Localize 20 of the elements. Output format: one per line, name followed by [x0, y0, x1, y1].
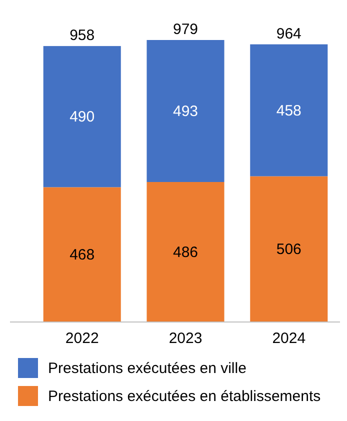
x-tick-label: 2022 — [65, 330, 99, 347]
data-label: 506 — [276, 241, 302, 258]
bar — [146, 40, 224, 182]
data-label: 486 — [172, 244, 198, 262]
data-label: 458 — [276, 102, 302, 120]
bar — [43, 187, 121, 322]
bar — [250, 44, 328, 176]
bar — [146, 182, 224, 322]
legend-label: Prestations exécutées en établissements — [48, 388, 321, 405]
data-label: 468 — [70, 246, 95, 264]
x-tick-label: 2024 — [272, 330, 306, 347]
data-label: 493 — [172, 103, 198, 120]
total-label: 958 — [70, 27, 95, 44]
data-label: 490 — [70, 108, 95, 126]
total-label: 979 — [172, 21, 198, 38]
x-tick-label: 2023 — [168, 330, 202, 347]
legend-label: Prestations exécutées en ville — [48, 360, 246, 377]
total-label: 964 — [276, 25, 302, 42]
bar — [250, 176, 328, 322]
bar — [43, 46, 121, 188]
